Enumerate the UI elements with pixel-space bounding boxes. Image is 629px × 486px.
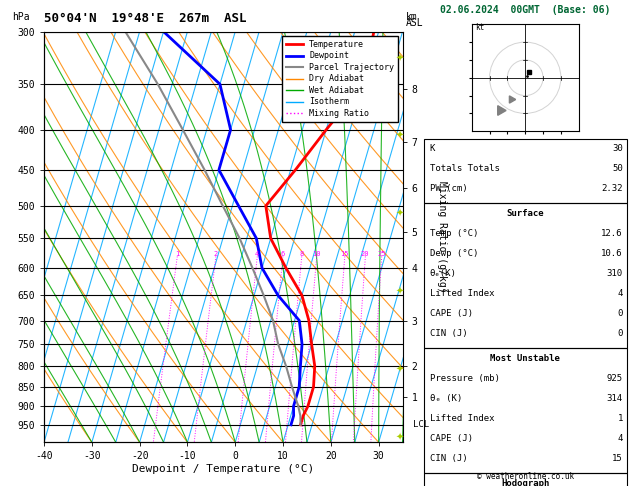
Text: 15: 15: [340, 251, 349, 257]
Text: 50: 50: [612, 164, 623, 174]
Text: Totals Totals: Totals Totals: [430, 164, 499, 174]
Text: 1: 1: [175, 251, 179, 257]
Text: ✦: ✦: [396, 131, 403, 141]
Text: Lifted Index: Lifted Index: [430, 289, 494, 298]
Text: CIN (J): CIN (J): [430, 454, 467, 463]
Text: 1: 1: [618, 414, 623, 423]
Y-axis label: Mixing Ratio (g/kg): Mixing Ratio (g/kg): [437, 181, 447, 293]
Text: Hodograph: Hodograph: [501, 479, 549, 486]
Text: km: km: [406, 12, 418, 22]
Text: ASL: ASL: [406, 18, 423, 29]
Text: 2.32: 2.32: [601, 184, 623, 193]
Text: 925: 925: [606, 374, 623, 383]
Bar: [423, 473, 627, 486]
Text: LCL: LCL: [413, 420, 430, 429]
Text: ✦: ✦: [396, 287, 403, 296]
Text: 02.06.2024  00GMT  (Base: 06): 02.06.2024 00GMT (Base: 06): [440, 5, 610, 15]
Text: 10.6: 10.6: [601, 249, 623, 259]
Text: Temp (°C): Temp (°C): [430, 229, 478, 239]
Text: K: K: [430, 144, 435, 154]
X-axis label: Dewpoint / Temperature (°C): Dewpoint / Temperature (°C): [132, 464, 314, 474]
Text: hPa: hPa: [13, 12, 30, 22]
Text: 0: 0: [618, 309, 623, 318]
Text: θₑ (K): θₑ (K): [430, 394, 462, 403]
Text: 25: 25: [377, 251, 386, 257]
Text: θₑ(K): θₑ(K): [430, 269, 457, 278]
Text: 4: 4: [618, 289, 623, 298]
Text: © weatheronline.co.uk: © weatheronline.co.uk: [477, 472, 574, 481]
Legend: Temperature, Dewpoint, Parcel Trajectory, Dry Adiabat, Wet Adiabat, Isotherm, Mi: Temperature, Dewpoint, Parcel Trajectory…: [282, 36, 398, 122]
Text: 20: 20: [361, 251, 369, 257]
Text: Most Unstable: Most Unstable: [490, 354, 560, 363]
Text: Lifted Index: Lifted Index: [430, 414, 494, 423]
Text: 12.6: 12.6: [601, 229, 623, 239]
Text: 0: 0: [618, 329, 623, 338]
Bar: [423, 139, 627, 203]
Text: 50°04'N  19°48'E  267m  ASL: 50°04'N 19°48'E 267m ASL: [44, 12, 247, 25]
Text: 6: 6: [281, 251, 285, 257]
Text: ✦: ✦: [396, 364, 403, 374]
Text: ✦: ✦: [396, 53, 403, 63]
Text: 30: 30: [612, 144, 623, 154]
Text: Pressure (mb): Pressure (mb): [430, 374, 499, 383]
Text: 4: 4: [618, 434, 623, 443]
Text: 310: 310: [606, 269, 623, 278]
Text: PW (cm): PW (cm): [430, 184, 467, 193]
Text: 15: 15: [612, 454, 623, 463]
Text: CAPE (J): CAPE (J): [430, 434, 473, 443]
Text: 10: 10: [312, 251, 321, 257]
Text: 4: 4: [255, 251, 259, 257]
Text: ✦: ✦: [396, 433, 403, 442]
Text: CIN (J): CIN (J): [430, 329, 467, 338]
Bar: [423, 348, 627, 473]
Text: 314: 314: [606, 394, 623, 403]
Text: Surface: Surface: [506, 209, 544, 218]
Text: ✦: ✦: [396, 209, 403, 219]
Text: CAPE (J): CAPE (J): [430, 309, 473, 318]
Text: Dewp (°C): Dewp (°C): [430, 249, 478, 259]
Text: 2: 2: [213, 251, 218, 257]
Bar: [423, 203, 627, 348]
Text: 8: 8: [299, 251, 304, 257]
